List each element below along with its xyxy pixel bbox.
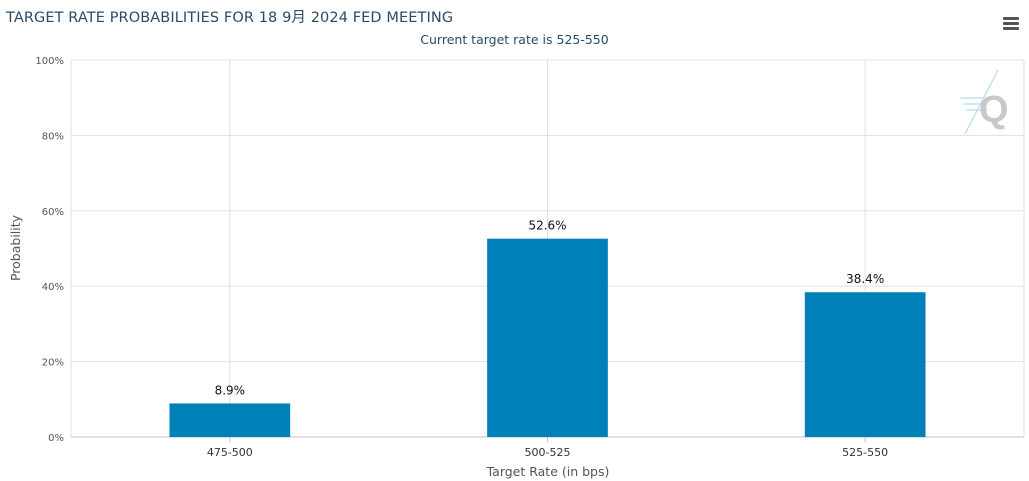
hamburger-menu-icon[interactable]: [1003, 17, 1019, 31]
bar-data-label: 8.9%: [215, 383, 246, 397]
x-tick-label: 500-525: [525, 446, 571, 459]
x-tick-label: 525-550: [842, 446, 888, 459]
bar-series: [169, 238, 926, 437]
y-tick-label: 60%: [42, 207, 64, 218]
chart-title: TARGET RATE PROBABILITIES FOR 18 9月 2024…: [6, 10, 454, 26]
x-axis-ticks: 475-500 500-525 525-550: [207, 437, 888, 459]
y-axis-ticks: 0% 20% 40% 60% 80% 100%: [35, 56, 64, 444]
bar[interactable]: [169, 403, 291, 437]
chart-subtitle: Current target rate is 525-550: [420, 32, 609, 47]
bar-data-label: 52.6%: [528, 219, 566, 233]
bar[interactable]: [487, 238, 608, 437]
y-tick-label: 0%: [48, 433, 64, 444]
y-tick-label: 80%: [42, 131, 64, 142]
data-labels: 8.9% 52.6% 38.4%: [215, 219, 885, 398]
bar[interactable]: [804, 292, 926, 437]
y-axis-title: Probability: [8, 214, 23, 281]
svg-text:Q: Q: [979, 89, 1009, 131]
y-tick-label: 40%: [42, 282, 64, 293]
bar-data-label: 38.4%: [846, 272, 884, 286]
y-tick-label: 20%: [42, 358, 64, 369]
y-tick-label: 100%: [35, 56, 64, 67]
x-axis-title: Target Rate (in bps): [486, 464, 610, 479]
x-tick-label: 475-500: [207, 446, 253, 459]
q-logo-icon: Q: [960, 69, 1009, 135]
